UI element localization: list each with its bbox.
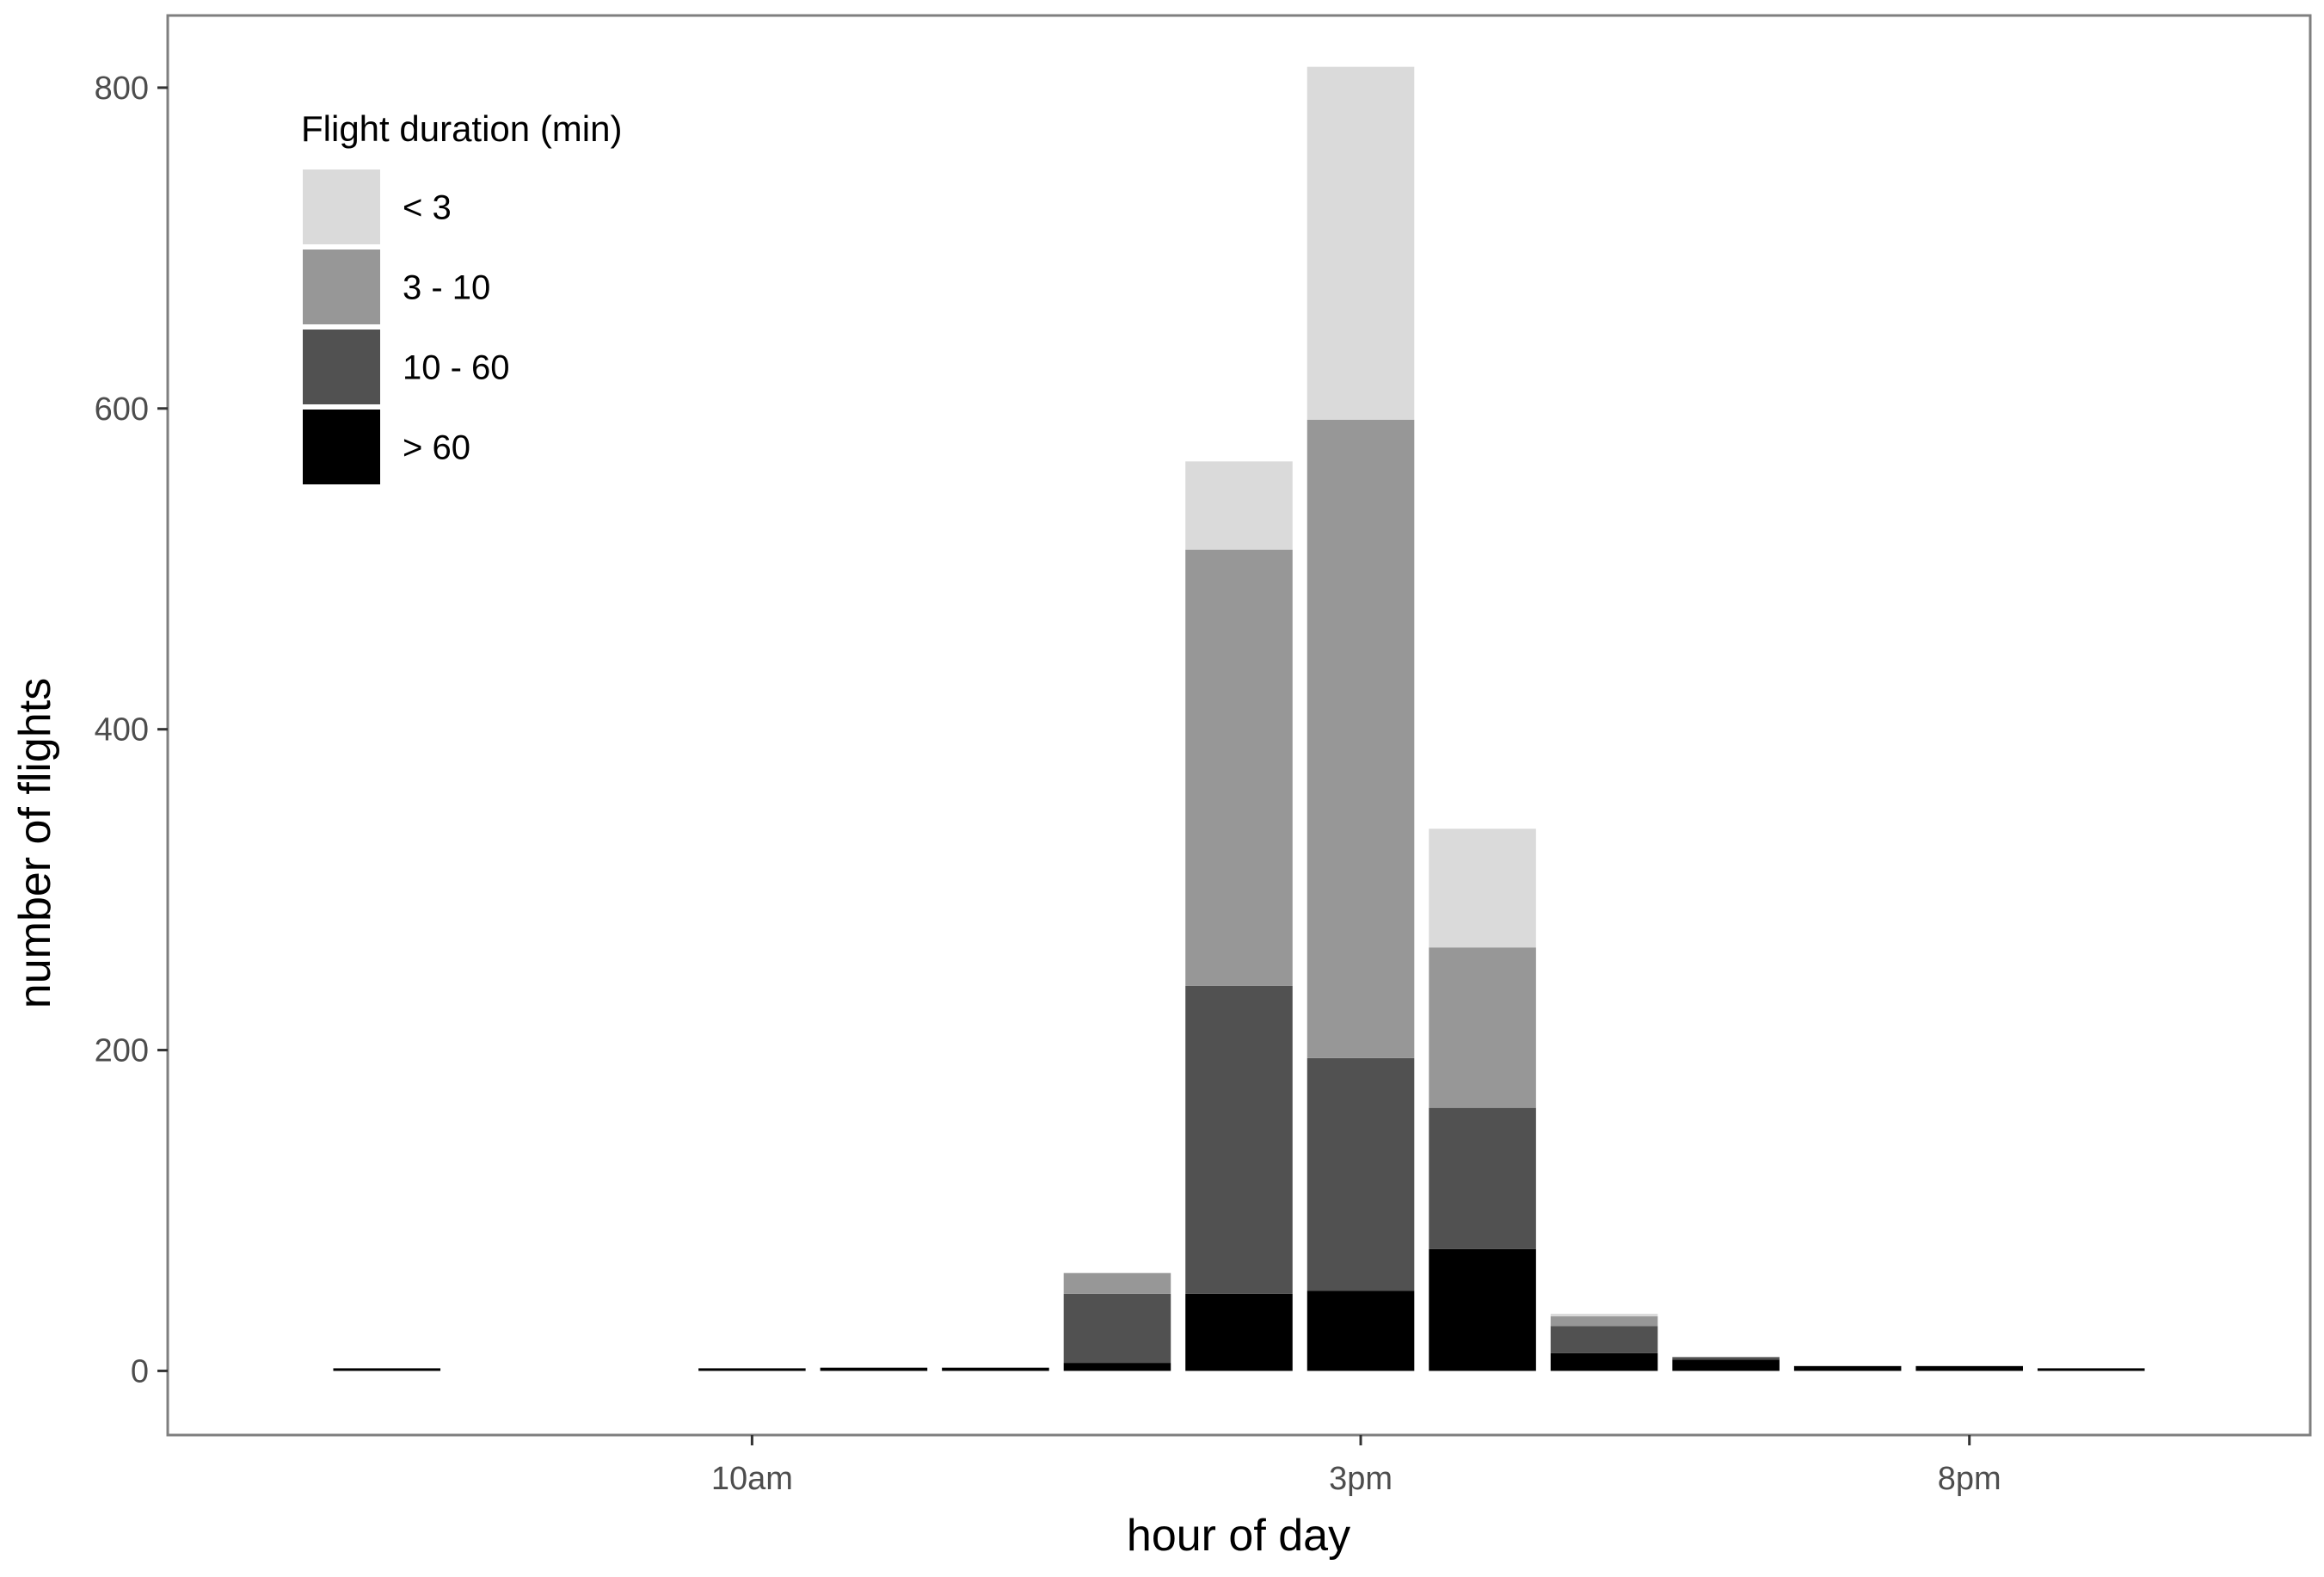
y-axis-title: number of flights [10,678,60,1008]
x-tick-label: 3pm [1329,1461,1393,1497]
bar-segment [1185,985,1293,1294]
bar-segment [820,1367,928,1371]
bar-segment [1429,829,1536,948]
bar-segment [1793,1365,1902,1371]
y-tick-label: 600 [95,391,149,428]
legend-label: 10 - 60 [403,349,510,387]
y-tick-label: 0 [131,1353,149,1389]
legend-label: 3 - 10 [403,269,490,307]
bars-layer [333,66,2145,1371]
bar-segment [698,1368,806,1371]
legend: Flight duration (min) < 3 3 - 10 10 - 60 > … [301,108,622,484]
y-tick-label: 400 [95,712,149,748]
legend-label: > 60 [403,429,470,467]
x-tick-label: 8pm [1938,1461,2001,1497]
legend-title: Flight duration (min) [301,108,622,149]
bar-segment [1306,66,1415,420]
plot-panel-border [166,14,2312,1437]
bar-segment [1550,1314,1658,1317]
x-tick-label: 10am [711,1461,793,1497]
bar-segment [1185,1293,1293,1371]
legend-key [303,330,380,404]
bar-segment [1306,1057,1415,1291]
bar-segment [1306,419,1415,1058]
axes-layer: 0 200 400 600 800 10am 3pm 8pm [95,71,2001,1497]
bar-segment [1306,1291,1415,1371]
legend-label: < 3 [403,189,452,227]
bar-segment [1063,1293,1171,1364]
legend-key [303,410,380,484]
bar-segment [1550,1316,1658,1327]
y-tick-label: 800 [95,71,149,107]
bar-segment [1063,1272,1171,1294]
bar-segment [1429,947,1536,1108]
bar-segment [1550,1326,1658,1353]
legend-key [303,169,380,244]
legend-items: < 3 3 - 10 10 - 60 > 60 [303,169,510,484]
bar-segment [1429,1107,1536,1249]
y-tick-label: 200 [95,1033,149,1069]
bar-segment [1672,1359,1780,1371]
bar-segment [942,1367,1049,1371]
bar-segment [1429,1248,1536,1371]
x-axis-title: hour of day [1127,1511,1350,1561]
bar-segment [1185,461,1293,550]
bar-segment [1185,549,1293,986]
bar-segment [333,1368,441,1371]
legend-key [303,249,380,324]
bar-segment [1063,1363,1171,1371]
bar-segment [1550,1352,1658,1371]
bar-segment [1672,1357,1780,1360]
bar-segment [1915,1365,2023,1371]
bar-segment [2037,1368,2145,1371]
